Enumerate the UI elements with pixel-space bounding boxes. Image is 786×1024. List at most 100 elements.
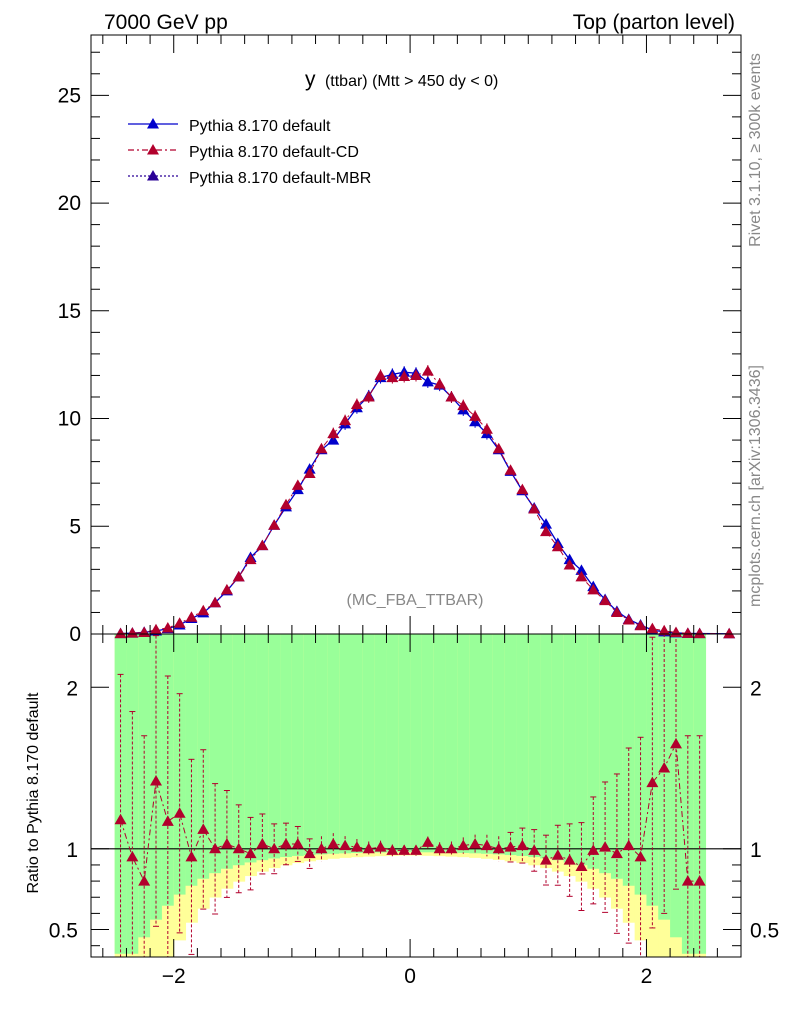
ratio-point [315, 842, 328, 854]
ratio-y-tick-label: 0.5 [49, 920, 78, 943]
y-tick-label: 5 [69, 515, 81, 538]
data-point [327, 427, 340, 439]
ratio-band-inner [504, 634, 517, 856]
ratio-point [599, 841, 612, 852]
ratio-point [126, 850, 139, 862]
ratio-band-inner [221, 634, 234, 869]
data-point [114, 627, 127, 639]
ratio-point [457, 839, 470, 851]
ratio-point [303, 847, 316, 859]
ratio-point [504, 841, 517, 852]
data-point [374, 369, 387, 380]
data-point [256, 539, 269, 551]
ratio-band-inner [587, 634, 600, 869]
data-point [540, 518, 552, 529]
ratio-band-inner [327, 634, 340, 854]
ratio-band-inner [256, 634, 269, 861]
data-point [445, 390, 458, 402]
data-point [480, 423, 493, 434]
data-point [197, 604, 210, 616]
data-point [634, 619, 647, 631]
ratio-point [350, 841, 363, 852]
ratio-point [480, 839, 493, 851]
ratio-point [386, 844, 399, 855]
ratio-point [173, 807, 186, 818]
ratio-frame [90, 633, 742, 958]
data-point [410, 369, 422, 380]
x-tick-label: −2 [162, 965, 186, 988]
ratio-band-inner [693, 634, 707, 954]
data-point [362, 390, 375, 402]
ratio-band-inner [291, 634, 305, 856]
ratio-point [138, 875, 151, 886]
data-point [693, 627, 706, 639]
data-point [504, 464, 517, 475]
ratio-band-inner [410, 634, 423, 853]
rivet-version-label: Rivet 3.1.10, ≥ 300k events [747, 53, 764, 247]
data-point [209, 596, 222, 608]
ratio-y-tick-label: 1 [750, 839, 762, 862]
ratio-point [268, 842, 281, 854]
ratio-band-inner [563, 634, 577, 863]
data-point [161, 621, 174, 633]
ratio-y-tick-label: 1 [66, 839, 78, 862]
data-point [339, 414, 352, 426]
data-point [540, 525, 552, 537]
data-point [658, 624, 671, 636]
ratio-band-inner [209, 634, 222, 874]
ratio-point [469, 837, 482, 849]
ratio-band-inner [516, 634, 529, 856]
data-point [587, 583, 600, 595]
ratio-point [670, 737, 682, 749]
ratio-band-inner [138, 634, 151, 938]
ratio-band-inner [492, 634, 506, 855]
data-point [185, 611, 198, 622]
ratio-point [161, 815, 174, 826]
ratio-band-inner [268, 634, 281, 859]
ratio-point [256, 837, 269, 849]
ratio-point [610, 847, 623, 859]
ratio-band-inner [681, 634, 695, 954]
data-point [220, 583, 233, 595]
ratio-point [634, 850, 647, 862]
ratio-point [197, 823, 210, 834]
ratio-point [681, 875, 694, 886]
x-tick-label: 2 [641, 965, 653, 988]
data-point [280, 498, 292, 510]
data-point [232, 570, 245, 582]
ratio-y-axis-label: Ratio to Pythia 8.170 default [25, 692, 42, 894]
ratio-point [374, 841, 387, 852]
ratio-band-inner [611, 634, 624, 879]
data-point [528, 503, 541, 514]
data-point [244, 553, 257, 565]
ratio-band-inner [398, 634, 411, 853]
ratio-band-inner [232, 634, 246, 866]
ratio-point [528, 844, 541, 855]
ratio-point [244, 847, 257, 859]
chart-title-rest: (ttbar) (Mtt > 450 dy < 0) [325, 73, 498, 90]
ratio-band-inner [421, 634, 435, 853]
ratio-point [421, 836, 434, 847]
y-tick-label: 10 [58, 408, 81, 431]
data-point [291, 479, 304, 490]
ratio-point [563, 854, 576, 865]
ratio-band-inner [362, 634, 376, 853]
data-point [575, 570, 588, 582]
ratio-band-inner [161, 634, 175, 906]
mcplots-label: mcplots.cern.ch [arXiv:1306.3436] [747, 365, 764, 607]
legend-label-cd: Pythia 8.170 default-CD [189, 144, 359, 161]
data-point [421, 375, 434, 387]
ratio-point [516, 839, 529, 851]
ratio-point [150, 774, 162, 786]
ratio-band-inner [481, 634, 494, 854]
legend-swatch-marker [147, 144, 159, 155]
chart-title-main: y [305, 68, 316, 91]
data-point [492, 442, 505, 454]
data-point [646, 622, 659, 634]
ratio-point [220, 837, 233, 849]
ratio-band-inner [351, 634, 364, 853]
ratio-point [622, 839, 635, 851]
ratio-point [551, 849, 564, 860]
data-point [551, 540, 564, 552]
